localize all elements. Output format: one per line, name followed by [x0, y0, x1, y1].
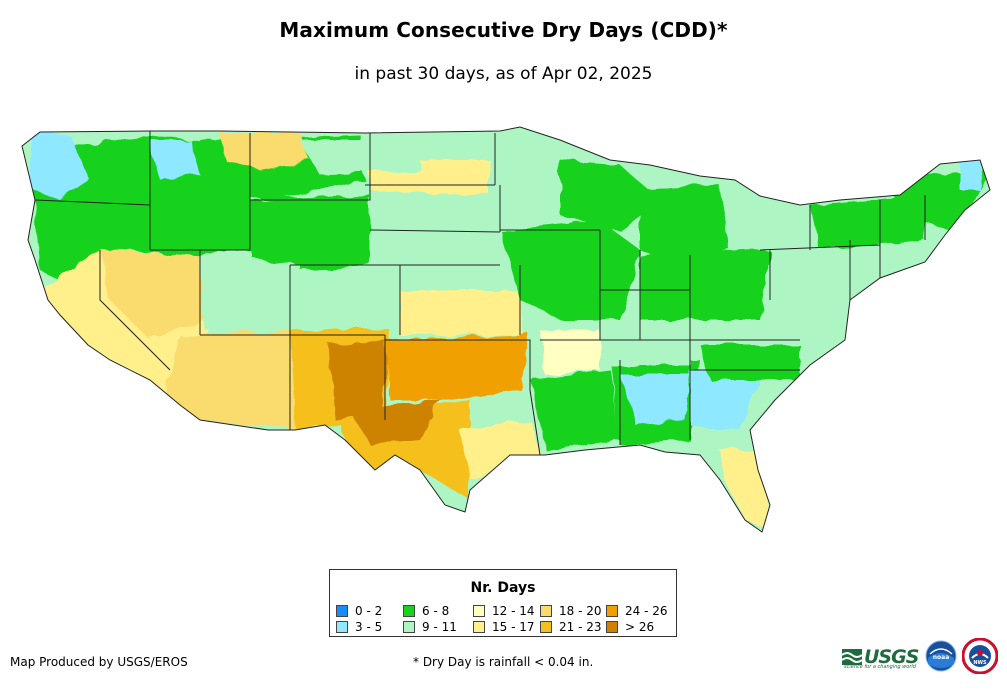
usgs-logo: USGS	[842, 642, 920, 672]
map-title: Maximum Consecutive Dry Days (CDD)*	[279, 18, 728, 42]
nws-logo: NWS	[962, 638, 998, 674]
legend-swatch	[403, 621, 415, 633]
legend-item: 12 - 14	[473, 603, 540, 619]
legend-label: 18 - 20	[559, 604, 602, 618]
legend-swatch	[540, 605, 552, 617]
cdd-color-field	[22, 127, 990, 532]
legend-item: 0 - 2	[336, 603, 403, 619]
legend-swatch	[473, 605, 485, 617]
legend-item: 6 - 8	[403, 603, 473, 619]
legend-swatch	[606, 621, 618, 633]
legend-swatch	[403, 605, 415, 617]
noaa-text: noaa	[933, 654, 950, 661]
map-subtitle: in past 30 days, as of Apr 02, 2025	[354, 64, 653, 84]
legend-item: 15 - 17	[473, 619, 540, 635]
legend-label: 9 - 11	[422, 620, 457, 634]
legend-item: 24 - 26	[606, 603, 672, 619]
legend-swatch	[336, 621, 348, 633]
us-map	[0, 100, 1007, 550]
legend-item: 18 - 20	[540, 603, 606, 619]
map-credit: Map Produced by USGS/EROS	[10, 655, 188, 669]
usgs-wave-icon	[842, 649, 862, 665]
legend-label: 15 - 17	[492, 620, 535, 634]
usgs-wordmark: USGS	[864, 646, 919, 668]
legend-item: 9 - 11	[403, 619, 473, 635]
legend-label: 24 - 26	[625, 604, 668, 618]
legend-swatch	[540, 621, 552, 633]
legend-title: Nr. Days	[470, 580, 536, 596]
legend-swatch	[336, 605, 348, 617]
legend: Nr. Days 0 - 2 6 - 8 12 - 14 18 - 20 24 …	[329, 569, 677, 637]
legend-label: 0 - 2	[355, 604, 383, 618]
noaa-logo: noaa	[925, 640, 957, 672]
nws-text: NWS	[973, 660, 987, 666]
legend-label: 6 - 8	[422, 604, 450, 618]
legend-label: 12 - 14	[492, 604, 535, 618]
dry-day-footnote: * Dry Day is rainfall < 0.04 in.	[413, 655, 594, 669]
legend-item: 3 - 5	[336, 619, 403, 635]
legend-label: > 26	[625, 620, 655, 634]
legend-label: 21 - 23	[559, 620, 602, 634]
legend-swatch	[473, 621, 485, 633]
legend-item: 21 - 23	[540, 619, 606, 635]
legend-grid: 0 - 2 6 - 8 12 - 14 18 - 20 24 - 26 3 - …	[336, 603, 672, 635]
state-borders	[21, 126, 991, 533]
usgs-tagline: science for a changing world	[844, 664, 916, 670]
legend-item: > 26	[606, 619, 672, 635]
legend-label: 3 - 5	[355, 620, 383, 634]
legend-swatch	[606, 605, 618, 617]
